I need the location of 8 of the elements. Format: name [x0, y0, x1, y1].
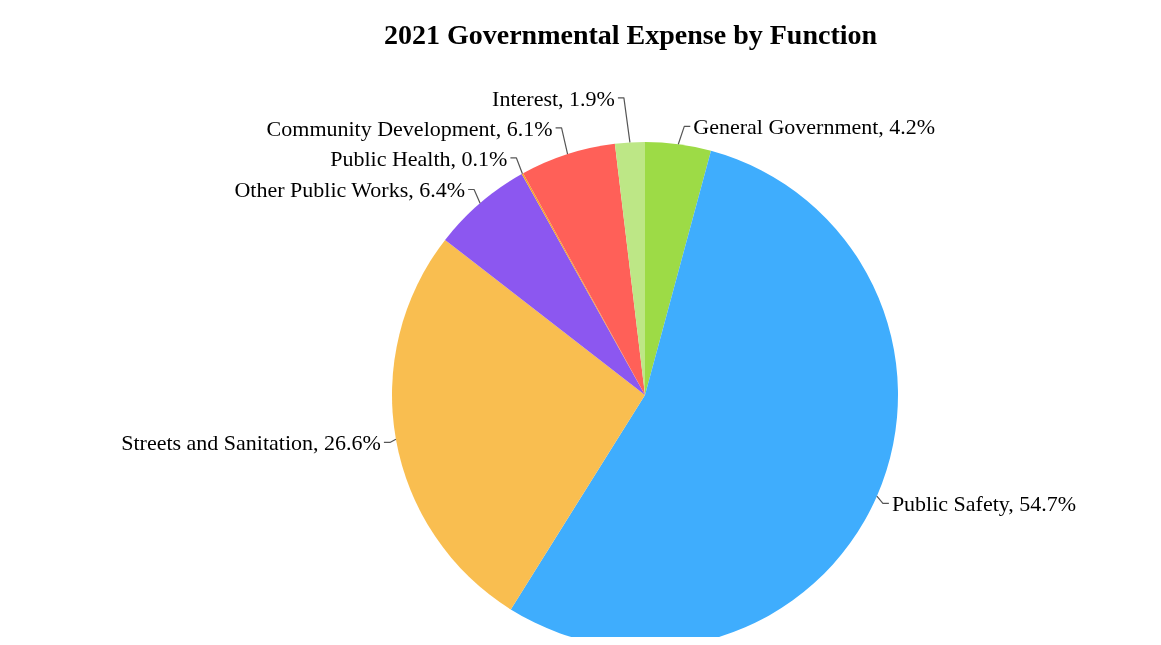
slice-label: Other Public Works, 6.4% [234, 177, 466, 203]
slice-label: Public Health, 0.1% [330, 145, 508, 171]
slice-label: Public Safety, 54.7% [891, 491, 1077, 517]
chart-title: 2021 Governmental Expense by Function [383, 19, 878, 50]
slice-label: Streets and Sanitation, 26.6% [121, 430, 381, 456]
slice-label: Interest, 1.9% [492, 85, 615, 111]
slice-label: General Government, 4.2% [693, 114, 936, 140]
slice-label: Community Development, 6.1% [266, 115, 553, 141]
